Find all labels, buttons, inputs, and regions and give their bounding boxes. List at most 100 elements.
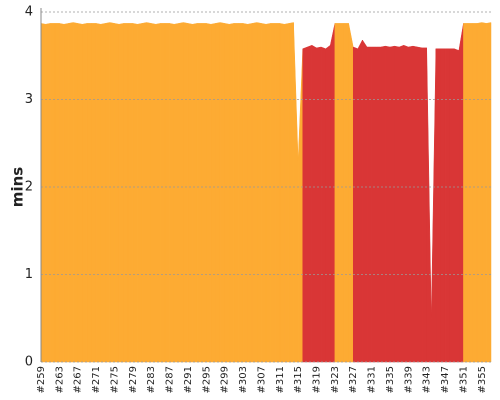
x-tick-label: #275 [109,366,120,393]
area-segment [54,23,60,363]
area-segment [472,23,478,363]
area-segment [91,23,97,363]
area-segment [284,23,290,363]
area-segment [77,23,83,363]
area-segment [150,23,157,363]
area-segment [403,44,409,363]
area-segment [238,23,244,363]
area-segment [408,45,414,363]
area-segment [320,46,326,363]
area-segment [343,23,349,363]
area-segment [352,46,359,363]
y-tick-label: 3 [25,92,33,107]
area-segment [169,23,175,363]
x-tick-label: #307 [256,366,267,393]
area-segment [95,23,101,363]
area-segment [132,23,138,363]
area-segment [334,23,340,363]
area-segment [224,23,230,363]
area-segment [454,48,460,363]
area-segment [137,23,143,363]
x-tick-label: #327 [348,366,359,393]
x-tick-label: #295 [201,366,212,393]
y-tick-label: 2 [25,180,33,195]
x-tick-label: #311 [275,366,286,393]
x-tick-label: #315 [293,366,304,393]
area-segment [82,23,88,363]
area-segment [123,23,129,363]
area-segment [160,23,166,363]
area-segment [40,23,46,363]
area-segment [192,23,198,363]
x-tick-label: #331 [367,366,378,393]
area-segment [426,47,432,363]
area-segment [155,23,161,363]
area-segment [476,22,483,363]
area-segment [316,46,322,363]
x-tick-label: #267 [73,366,84,393]
area-segment [210,23,216,363]
area-segment [187,23,193,363]
area-segment [371,46,377,363]
area-segment [141,22,147,363]
area-segment [270,23,276,363]
area-segment [229,23,235,363]
x-tick-label: #283 [146,366,157,393]
x-tick-label: #287 [165,366,176,393]
area-segment [183,22,189,363]
area-segment [348,23,354,363]
area-segment [398,44,405,363]
area-segment [307,44,313,363]
area-segment [375,46,382,363]
x-tick-label: #323 [330,366,341,393]
area-segment [242,23,248,363]
area-segment [206,23,212,363]
area-segment [86,23,92,363]
area-segment [279,23,285,363]
area-segment [440,48,446,363]
x-tick-label: #259 [36,366,47,393]
area-segment [63,23,69,363]
area-segment [233,23,239,363]
area-segment [49,23,56,363]
area-segment [288,22,294,363]
area-segment [178,22,184,363]
x-tick-label: #263 [54,366,65,393]
area-segment [417,46,423,363]
x-tick-label: #355 [477,366,488,393]
area-segment [339,23,345,363]
area-segment [118,23,124,363]
x-tick-label: #299 [220,366,231,393]
x-tick-label: #347 [440,366,451,393]
x-tick-label: #339 [403,366,414,393]
area-segment [311,44,317,363]
area-segment [297,48,303,363]
y-tick-label: 0 [25,355,33,370]
area-segment [114,23,120,363]
area-segment [274,23,281,363]
area-segment [431,48,437,363]
area-segment [412,45,418,363]
area-segment [325,44,331,363]
area-segment [72,22,78,363]
area-segment [302,46,308,363]
area-segment [68,22,74,363]
area-segment [109,22,115,363]
area-segment [435,48,441,363]
area-segment [173,23,180,363]
x-tick-label: #303 [238,366,249,393]
area-segment [215,22,221,363]
area-segment [380,45,386,363]
y-axis-label: mins [9,167,27,207]
x-tick-label: #319 [312,366,323,393]
area-segment [201,23,207,363]
area-segment [105,22,111,363]
area-segment [251,22,258,363]
y-tick-label: 4 [25,5,33,20]
area-segment [247,23,253,363]
area-segment [196,23,202,363]
area-segment [127,23,134,363]
area-segment [261,23,267,363]
area-segment [486,22,492,363]
x-tick-label: #271 [91,366,102,393]
